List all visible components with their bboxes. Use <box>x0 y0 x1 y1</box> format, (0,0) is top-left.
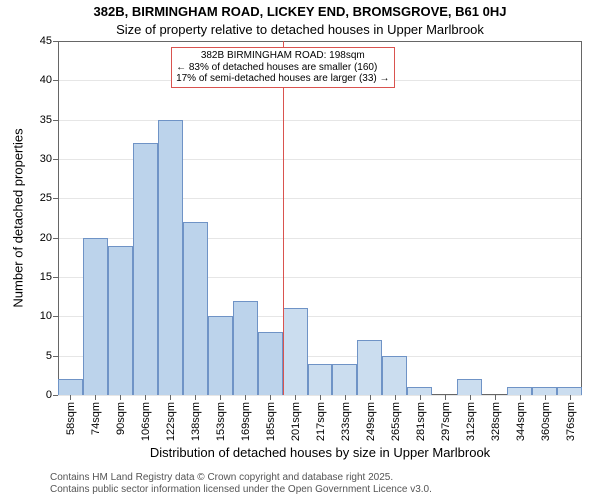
xtick-mark <box>120 395 121 400</box>
xtick-mark <box>420 395 421 400</box>
ytick-label: 30 <box>40 153 58 165</box>
xtick-label: 328sqm <box>488 402 502 441</box>
ytick-label: 35 <box>40 114 58 126</box>
y-axis-label: Number of detached properties <box>11 128 26 307</box>
histogram-bar <box>407 387 432 395</box>
xtick-mark <box>520 395 521 400</box>
xtick-mark <box>170 395 171 400</box>
xtick-mark <box>370 395 371 400</box>
xtick-label: 169sqm <box>238 402 252 441</box>
xtick-mark <box>570 395 571 400</box>
histogram-bar <box>507 387 532 395</box>
histogram-bar <box>283 308 308 395</box>
xtick-mark <box>295 395 296 400</box>
ytick-label: 40 <box>40 74 58 86</box>
ytick-label: 5 <box>46 350 58 362</box>
histogram-bar <box>183 222 208 395</box>
footer-line1: Contains HM Land Registry data © Crown c… <box>50 472 432 484</box>
xtick-mark <box>70 395 71 400</box>
chart-container: 382B, BIRMINGHAM ROAD, LICKEY END, BROMS… <box>0 0 600 500</box>
histogram-bar <box>158 120 183 395</box>
xtick-mark <box>470 395 471 400</box>
xtick-label: 265sqm <box>388 402 402 441</box>
axis-border <box>58 41 59 395</box>
xtick-label: 360sqm <box>538 402 552 441</box>
histogram-bar <box>83 238 108 395</box>
histogram-bar <box>233 301 258 395</box>
histogram-bar <box>308 364 333 395</box>
ytick-label: 45 <box>40 35 58 47</box>
histogram-bar <box>382 356 407 395</box>
histogram-bar <box>532 387 557 395</box>
xtick-label: 281sqm <box>413 402 427 441</box>
annotation-line: 382B BIRMINGHAM ROAD: 198sqm <box>176 50 389 62</box>
xtick-label: 233sqm <box>338 402 352 441</box>
xtick-label: 344sqm <box>513 402 527 441</box>
xtick-label: 153sqm <box>213 402 227 441</box>
histogram-bar <box>133 143 158 395</box>
xtick-label: 376sqm <box>563 402 577 441</box>
xtick-mark <box>245 395 246 400</box>
annotation-line: ← 83% of detached houses are smaller (16… <box>176 62 389 74</box>
xtick-mark <box>220 395 221 400</box>
xtick-label: 312sqm <box>463 402 477 441</box>
gridline <box>58 120 582 121</box>
ytick-label: 0 <box>46 389 58 401</box>
x-axis-label: Distribution of detached houses by size … <box>150 445 490 460</box>
axis-border <box>58 41 582 42</box>
histogram-bar <box>357 340 382 395</box>
title-line2: Size of property relative to detached ho… <box>0 22 600 37</box>
title-line1: 382B, BIRMINGHAM ROAD, LICKEY END, BROMS… <box>0 4 600 19</box>
xtick-mark <box>145 395 146 400</box>
histogram-bar <box>58 379 83 395</box>
chart-plot-area: 05101520253035404558sqm74sqm90sqm106sqm1… <box>58 41 582 395</box>
xtick-mark <box>545 395 546 400</box>
annotation-box: 382B BIRMINGHAM ROAD: 198sqm← 83% of det… <box>171 47 394 88</box>
ytick-label: 10 <box>40 310 58 322</box>
xtick-mark <box>495 395 496 400</box>
xtick-mark <box>345 395 346 400</box>
xtick-mark <box>395 395 396 400</box>
ytick-label: 25 <box>40 192 58 204</box>
histogram-bar <box>108 246 133 395</box>
footer-line2: Contains public sector information licen… <box>50 484 432 496</box>
histogram-bar <box>557 387 582 395</box>
annotation-line: 17% of semi-detached houses are larger (… <box>176 73 389 85</box>
ytick-label: 15 <box>40 271 58 283</box>
xtick-mark <box>445 395 446 400</box>
xtick-label: 249sqm <box>363 402 377 441</box>
xtick-mark <box>270 395 271 400</box>
xtick-mark <box>95 395 96 400</box>
xtick-label: 297sqm <box>438 402 452 441</box>
xtick-label: 74sqm <box>88 402 102 435</box>
xtick-mark <box>320 395 321 400</box>
reference-line <box>283 41 284 395</box>
histogram-bar <box>457 379 482 395</box>
axis-border <box>581 41 582 395</box>
xtick-label: 185sqm <box>263 402 277 441</box>
histogram-bar <box>332 364 357 395</box>
xtick-label: 201sqm <box>288 402 302 441</box>
xtick-label: 217sqm <box>313 402 327 441</box>
histogram-bar <box>208 316 233 395</box>
xtick-label: 106sqm <box>138 402 152 441</box>
histogram-bar <box>258 332 283 395</box>
xtick-label: 90sqm <box>113 402 127 435</box>
ytick-label: 20 <box>40 232 58 244</box>
xtick-label: 138sqm <box>188 402 202 441</box>
xtick-label: 122sqm <box>163 402 177 441</box>
xtick-mark <box>195 395 196 400</box>
attribution-footer: Contains HM Land Registry data © Crown c… <box>50 472 432 496</box>
xtick-label: 58sqm <box>63 402 77 435</box>
